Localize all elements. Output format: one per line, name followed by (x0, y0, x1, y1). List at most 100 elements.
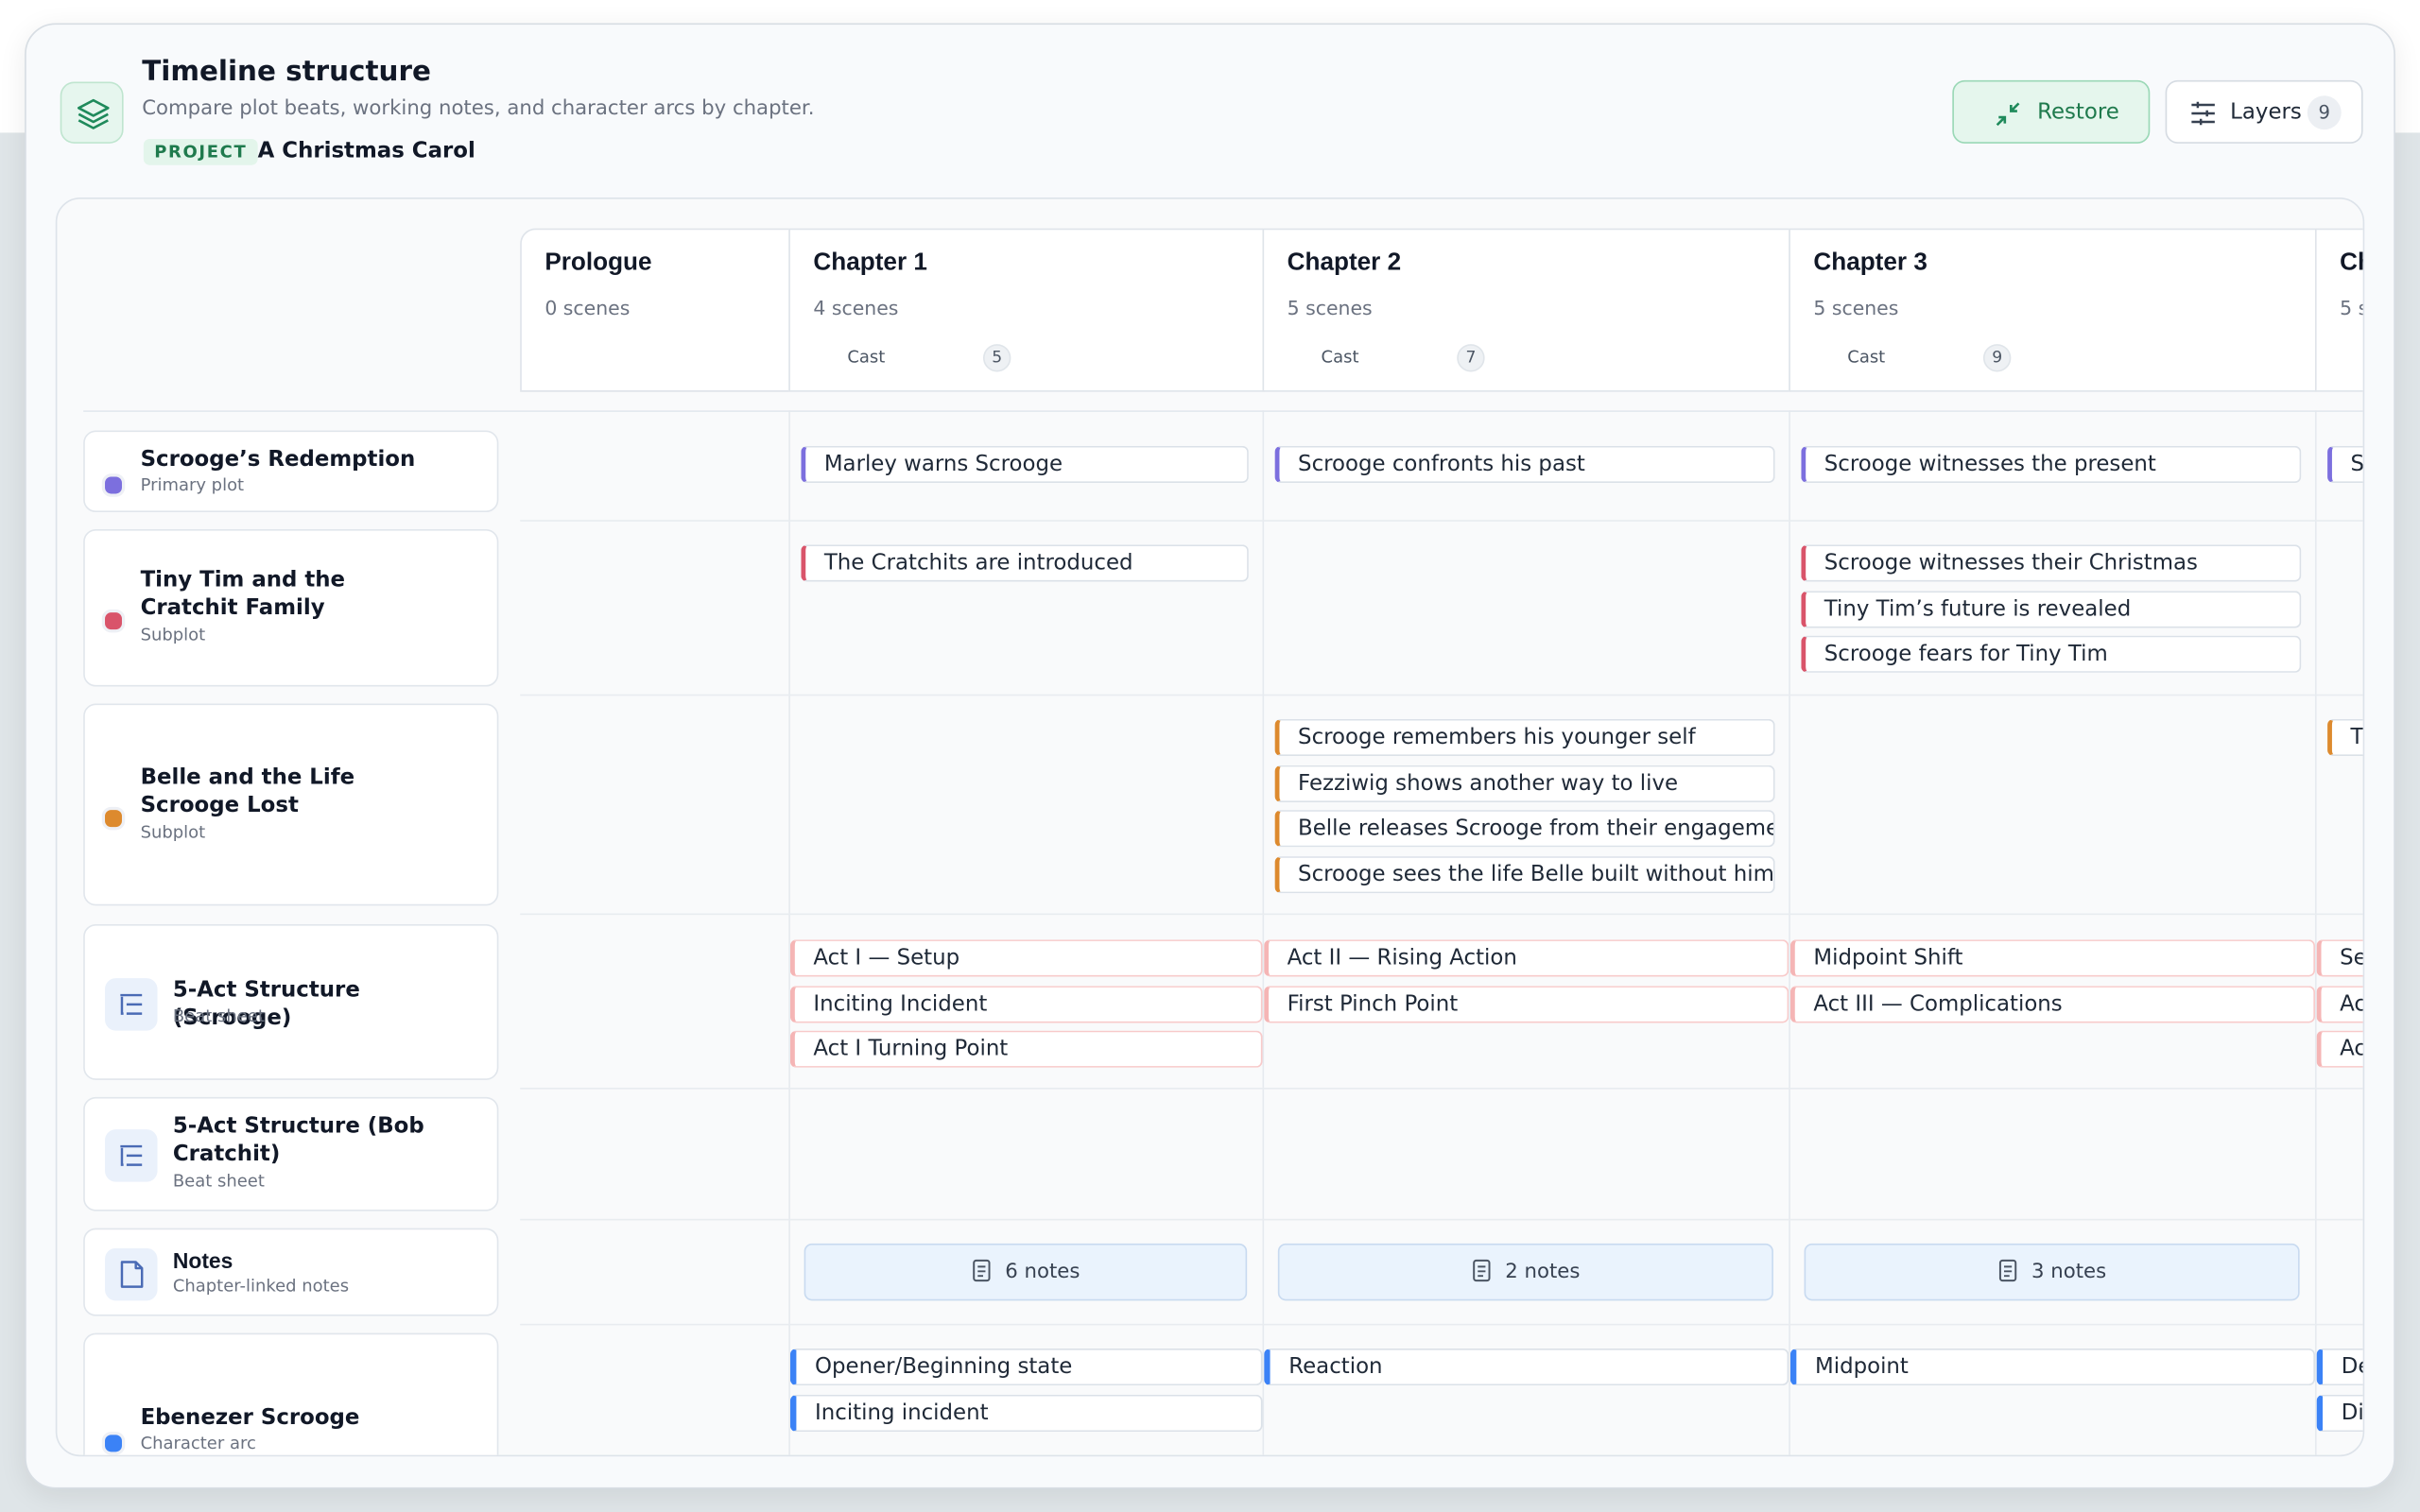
beat-card: Tiny Tim’s future is revealed (1801, 590, 2302, 627)
beat-card: Scrooge witnesses the present (1801, 445, 2302, 484)
row-kind: Chapter-linked notes (172, 1275, 350, 1296)
row-title: Ebenezer Scrooge (140, 1405, 360, 1431)
column-divider (788, 410, 790, 1455)
cast-count: 9 (1982, 344, 2012, 372)
beat-card: Scrooge fears for Tiny Tim (1801, 635, 2302, 673)
beat-card: The Cratchits are introduced (801, 544, 1249, 582)
scene-count: 5 s (2340, 296, 2362, 319)
beat-sheet-item: Inciting Incident (789, 985, 1263, 1022)
title: Timeline structure (142, 55, 431, 89)
row-label: Scrooge’s Redemption Primary plot (83, 430, 499, 513)
restore-label: Restore (2037, 100, 2119, 126)
beat-card: Marley warns Scrooge (801, 445, 1249, 484)
scene-count: 5 scenes (1287, 296, 1373, 319)
row-title: 5-Act Structure (Scrooge) (172, 977, 360, 1030)
beat-card: Belle releases Scrooge from their engage… (1274, 810, 1775, 848)
header-divider (83, 410, 2363, 412)
row-dot (101, 472, 126, 496)
beat-card: Scrooge remembers his younger self (1274, 718, 1775, 756)
beat-card: Fezziwig shows another way to live (1274, 764, 1775, 802)
arc-item: Dis (2316, 1394, 2363, 1432)
row-label: Ebenezer Scrooge Character arc (83, 1332, 499, 1455)
scene-count: 5 scenes (1813, 296, 1899, 319)
row-kind: Subplot (140, 625, 206, 645)
notes-count[interactable]: 2 notes (1505, 1260, 1581, 1284)
header-icon (60, 81, 124, 144)
row-label: Belle and the Life Scrooge Lost Subplot (83, 703, 499, 906)
beat-sheet-item: Act II — Rising Action (1264, 939, 1789, 977)
row-kind: Subplot (140, 821, 206, 842)
cast-label: Cast (847, 347, 886, 368)
arc-item: Reaction (1264, 1348, 1789, 1386)
notes-count[interactable]: 3 notes (2031, 1260, 2107, 1284)
chapter-header: Prologue 0 scenes (520, 228, 790, 392)
beat-sheet-item: Sec (2316, 939, 2363, 977)
row-icon (105, 977, 158, 1030)
row-dot (101, 609, 126, 633)
chapter-name: Ch (2340, 249, 2362, 277)
chapter-name: Prologue (544, 249, 652, 277)
layers-count: 9 (2307, 95, 2342, 130)
row-label: Notes Chapter-linked notes (83, 1228, 499, 1316)
arc-item: Inciting incident (789, 1394, 1263, 1432)
notes-button[interactable]: 2 notes (1277, 1243, 1773, 1301)
arc-item: De (2316, 1348, 2363, 1386)
chapter-header: Chapter 2 5 scenes Cast 7 (1262, 228, 1790, 392)
restore-button[interactable]: Restore (1952, 79, 2151, 144)
row-kind: Beat sheet (172, 1005, 265, 1025)
project-name: A Christmas Carol (257, 138, 475, 164)
row-divider (520, 1088, 2363, 1090)
row-title: Scrooge’s Redemption (140, 446, 416, 472)
row-label: 5-Act Structure (Scrooge) Beat sheet (83, 923, 499, 1080)
notes-count[interactable]: 6 notes (1005, 1260, 1080, 1284)
column-divider (2314, 410, 2317, 1455)
row-icon (105, 1247, 158, 1300)
timeline-grid: Prologue 0 scenes Chapter 1 4 scenes Cast 5 Ch… (55, 197, 2365, 1457)
chapter-name: Chapter 2 (1287, 249, 1402, 277)
beat-sheet-item: Midpoint Shift (1789, 939, 2315, 977)
row-title: Notes (172, 1247, 233, 1273)
row-kind: Primary plot (140, 474, 245, 495)
beat-sheet-item: Act I Turning Point (789, 1030, 1263, 1068)
beat-sheet-item: Act (2316, 985, 2363, 1022)
row-divider (520, 694, 2363, 696)
project-tag: PROJECT (143, 138, 258, 165)
row-dot (101, 806, 126, 830)
column-divider (1789, 410, 1790, 1455)
row-kind: Beat sheet (172, 1171, 265, 1192)
beat-sheet-item: First Pinch Point (1264, 985, 1789, 1022)
beat-card: Th (2327, 718, 2363, 756)
row-divider (520, 1323, 2363, 1326)
beat-card: Sc (2327, 445, 2363, 484)
row-icon (105, 1129, 158, 1182)
cast-label: Cast (1847, 347, 1886, 368)
row-divider (520, 520, 2363, 522)
row-dot (101, 1432, 126, 1455)
layers-label: Layers (2230, 100, 2302, 126)
row-title: 5-Act Structure (Bob Cratchit) (172, 1113, 424, 1167)
row-kind: Character arc (140, 1433, 256, 1453)
notes-button[interactable]: 3 notes (1804, 1243, 2300, 1301)
row-label: Tiny Tim and the Cratchit Family Subplot (83, 529, 499, 687)
chapter-header: Chapter 3 5 scenes Cast 9 (1789, 228, 2317, 392)
beat-card: Scrooge sees the life Belle built withou… (1274, 855, 1775, 893)
subtitle: Compare plot beats, working notes, and c… (142, 96, 815, 121)
scene-count: 4 scenes (813, 296, 899, 319)
chapter-header: Ch 5 s (2314, 228, 2363, 392)
layers-button[interactable]: Layers 9 (2165, 79, 2363, 144)
cast-count: 7 (1457, 344, 1485, 372)
row-title: Belle and the Life Scrooge Lost (140, 764, 355, 817)
chapter-name: Chapter 1 (813, 249, 927, 277)
notes-button[interactable]: 6 notes (804, 1243, 1248, 1301)
arc-item: Opener/Beginning state (789, 1348, 1263, 1386)
row-title: Tiny Tim and the Cratchit Family (140, 567, 346, 621)
chapter-name: Chapter 3 (1813, 249, 1927, 277)
cast-label: Cast (1321, 347, 1359, 368)
column-divider (1262, 410, 1265, 1455)
beat-sheet-item: Act I — Setup (789, 939, 1263, 977)
scene-count: 0 scenes (544, 296, 631, 319)
cast-count: 5 (983, 344, 1011, 372)
beat-sheet-item: Act III — Complications (1789, 985, 2315, 1022)
